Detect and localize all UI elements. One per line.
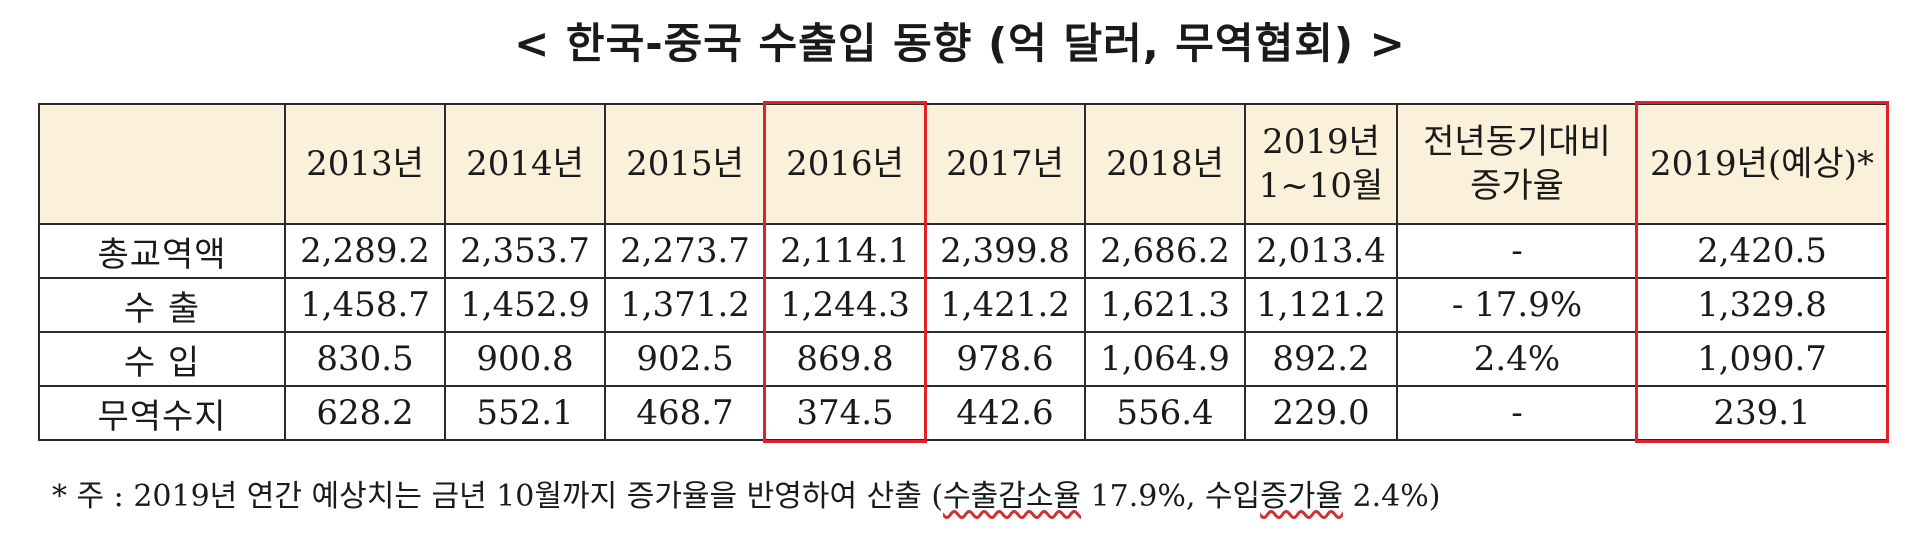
table-cell: 229.0 <box>1244 385 1398 441</box>
table-row: 수 입 830.5 900.8 902.5 869.8 978.6 1,064.9 892.2… <box>38 331 1888 387</box>
footnote-underlined-text: 수출감소율 <box>943 479 1082 514</box>
table-cell: 1,329.8 <box>1636 277 1888 333</box>
table-cell: 2,353.7 <box>444 223 606 279</box>
table-cell: 2,420.5 <box>1636 223 1888 279</box>
header-row: 2013년 2014년 2015년 2016년 2017년 2018년 2019… <box>38 103 1888 225</box>
table-cell: 869.8 <box>764 331 926 387</box>
page-title: < 한국-중국 수출입 동향 (억 달러, 무역협회) > <box>514 19 1406 68</box>
table-cell: 1,458.7 <box>284 277 446 333</box>
row-label: 무역수지 <box>38 385 286 441</box>
table-cell: 2,013.4 <box>1244 223 1398 279</box>
table-row: 무역수지 628.2 552.1 468.7 374.5 442.6 556.4 229.0-… <box>38 385 1888 441</box>
table-cell: 892.2 <box>1244 331 1398 387</box>
table-cell: 902.5 <box>604 331 766 387</box>
table-cell: 1,064.9 <box>1084 331 1246 387</box>
footnote-underlined-text: 증가율 <box>1260 479 1343 514</box>
table-cell: 628.2 <box>284 385 446 441</box>
row-label: 수 입 <box>38 331 286 387</box>
table-cell: 556.4 <box>1084 385 1246 441</box>
table-cell: 900.8 <box>444 331 606 387</box>
table-cell: 1,371.2 <box>604 277 766 333</box>
table-cell: 468.7 <box>604 385 766 441</box>
column-header: 2013년 <box>284 103 446 225</box>
table-cell: 1,621.3 <box>1084 277 1246 333</box>
table-cell: 374.5 <box>764 385 926 441</box>
column-header: 2017년 <box>924 103 1086 225</box>
column-header: 2019년 1~10월 <box>1244 103 1398 225</box>
column-header: 2016년 <box>764 103 926 225</box>
table-cell: 2,114.1 <box>764 223 926 279</box>
table-cell: - 17.9% <box>1396 277 1638 333</box>
table-cell: 2,273.7 <box>604 223 766 279</box>
table-cell: 442.6 <box>924 385 1086 441</box>
row-label: 총교역액 <box>38 223 286 279</box>
table-row: 수 출 1,458.7 1,452.9 1,371.2 1,244.3 1,421.2 1,… <box>38 277 1888 333</box>
table-cell: 2,289.2 <box>284 223 446 279</box>
column-header: 전년동기대비 증가율 <box>1396 103 1638 225</box>
table-cell: 1,421.2 <box>924 277 1086 333</box>
column-header: 2019년(예상)* <box>1636 103 1888 225</box>
header-corner-cell <box>38 103 286 225</box>
footnote-text: * 주 : 2019년 연간 예상치는 금년 10월까지 증가율을 반영하여 산… <box>52 479 944 514</box>
table-row: 총교역액 2,289.2 2,353.7 2,273.7 2,114.1 2,399.8 2… <box>38 223 1888 279</box>
table-cell: 1,244.3 <box>764 277 926 333</box>
table-cell: - <box>1396 385 1638 441</box>
footnote: * 주 : 2019년 연간 예상치는 금년 10월까지 증가율을 반영하여 산… <box>52 472 1440 522</box>
column-header: 2015년 <box>604 103 766 225</box>
trade-table: 2013년 2014년 2015년 2016년 2017년 2018년 2019… <box>38 103 1888 441</box>
footnote-text: 17.9%, 수입 <box>1081 479 1261 514</box>
table-cell: 239.1 <box>1636 385 1888 441</box>
table-cell: 2.4% <box>1396 331 1638 387</box>
table-cell: - <box>1396 223 1638 279</box>
table-cell: 830.5 <box>284 331 446 387</box>
footnote-text: 2.4%) <box>1342 479 1441 514</box>
column-header: 2018년 <box>1084 103 1246 225</box>
table-cell: 552.1 <box>444 385 606 441</box>
column-header: 2014년 <box>444 103 606 225</box>
row-label: 수 출 <box>38 277 286 333</box>
table-cell: 1,121.2 <box>1244 277 1398 333</box>
table-cell: 2,399.8 <box>924 223 1086 279</box>
table-cell: 2,686.2 <box>1084 223 1246 279</box>
table-cell: 1,090.7 <box>1636 331 1888 387</box>
table-cell: 978.6 <box>924 331 1086 387</box>
table-cell: 1,452.9 <box>444 277 606 333</box>
